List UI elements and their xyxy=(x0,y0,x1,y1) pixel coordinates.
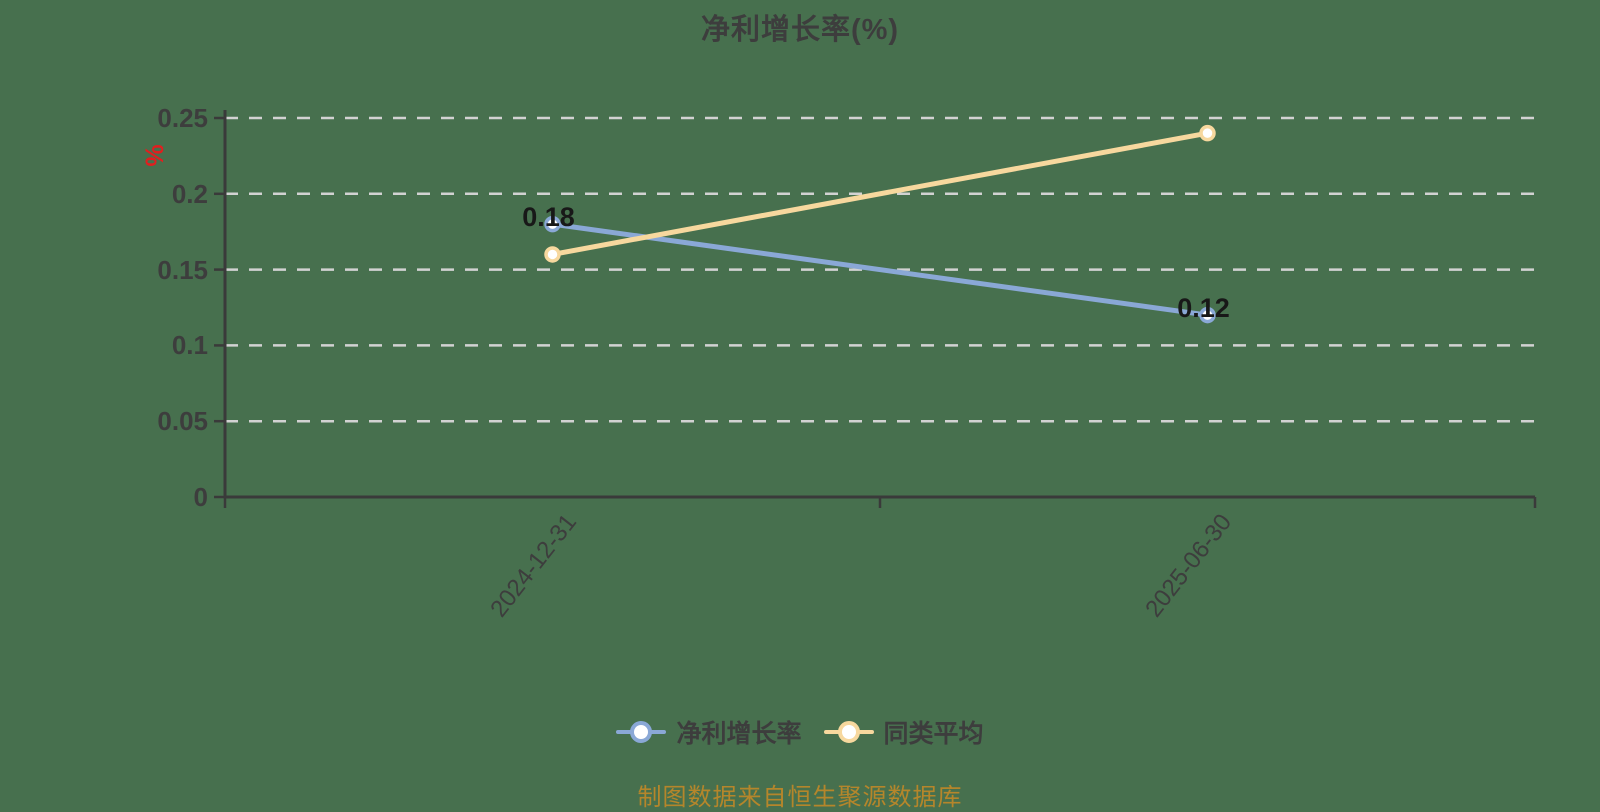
legend-label: 同类平均 xyxy=(883,720,984,748)
legend-item-net-profit-growth[interactable]: 净利增长率 xyxy=(616,714,802,750)
legend-item-category-average[interactable]: 同类平均 xyxy=(823,714,984,750)
data-point-series1-1[interactable] xyxy=(1199,124,1216,142)
data-point-series0-1[interactable] xyxy=(1199,306,1216,324)
series-line-0 xyxy=(550,221,1210,318)
data-point-series0-0[interactable] xyxy=(544,215,561,233)
legend-dot xyxy=(630,721,653,743)
data-source-note: 制图数据来自恒生聚源数据库 xyxy=(637,784,963,811)
data-point-series1-0[interactable] xyxy=(544,246,561,263)
line-circle-marker-icon xyxy=(823,719,874,745)
legend: 净利增长率 同类平均 xyxy=(0,714,1600,750)
legend-dot xyxy=(837,721,860,743)
series-line-1 xyxy=(550,130,1210,257)
line-circle-marker-icon xyxy=(616,719,667,745)
legend-label: 净利增长率 xyxy=(676,720,802,748)
chart-title: 净利增长率(%) xyxy=(700,14,900,46)
